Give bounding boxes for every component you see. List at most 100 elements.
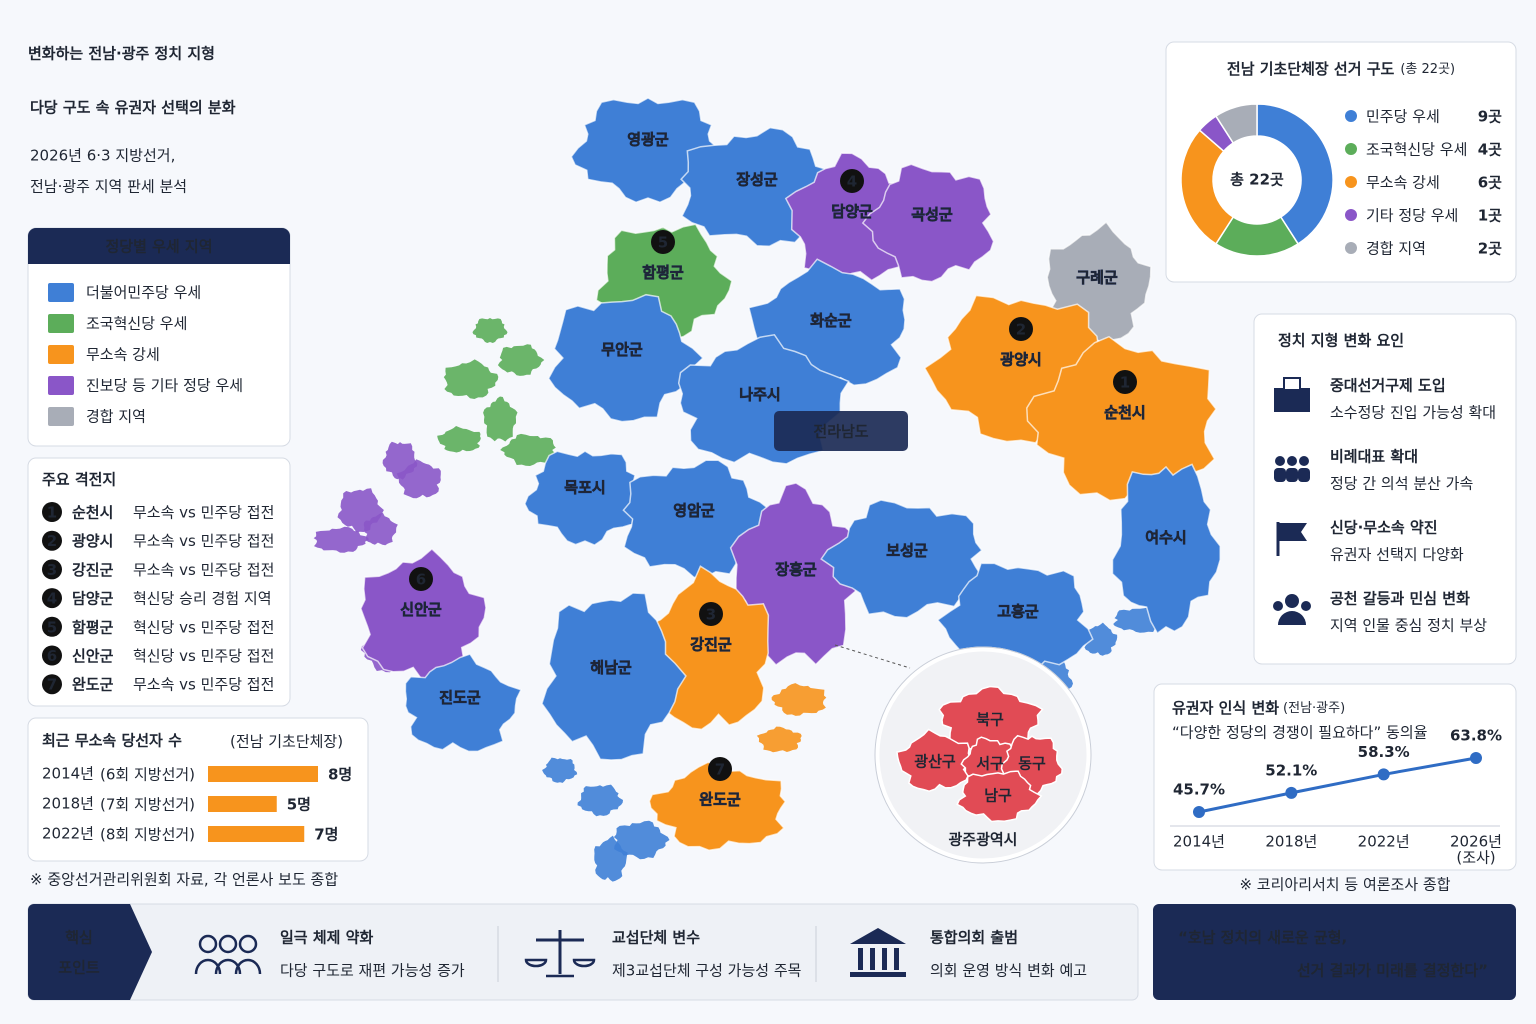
icon-shape [194, 958, 222, 975]
bar-chart-panel [27, 717, 369, 862]
factor-icon [1276, 522, 1307, 556]
icon-shape [1274, 468, 1286, 482]
region-number: 1 [1120, 374, 1130, 392]
footer-point-desc: 제3교섭단체 구성 가능성 주목 [612, 962, 801, 980]
quote-line: “호남 정치의 새로운 균형, [1178, 929, 1347, 947]
donut-slice [1256, 103, 1334, 245]
battleground-number: 3 [47, 561, 57, 579]
battleground-desc: 무소속 vs 민주당 접전 [133, 676, 274, 694]
icon-shape [1273, 601, 1283, 611]
battleground-desc: 혁신당 vs 민주당 접전 [133, 647, 274, 665]
legend-label: 조국혁신당 우세 [86, 315, 187, 333]
legend-swatch [48, 345, 74, 364]
region-label: 곡성군 [911, 206, 953, 224]
battleground-name: 광양시 [72, 532, 113, 550]
province-label-box [774, 411, 908, 451]
footer-icon [850, 928, 906, 977]
footer-point-title: 일극 체제 약화 [280, 929, 373, 947]
line-chart-heading: 유권자 인식 변화 (전남·광주) [1172, 699, 1345, 717]
battleground-desc: 무소속 vs 민주당 접전 [133, 561, 274, 579]
icon-shape [234, 958, 262, 975]
bar-category-note: (7회 지방선거) [100, 796, 195, 814]
island [396, 459, 441, 499]
donut-value-label: 4곳 [1478, 141, 1502, 159]
donut-legend-label: 조국혁신당 우세 [1366, 141, 1467, 159]
line-point [1193, 806, 1205, 818]
line-chart-subtitle: (전남·광주) [1283, 701, 1345, 716]
donut-legend-label: 무소속 강세 [1366, 174, 1440, 192]
map-region [861, 163, 995, 283]
donut-legend-dot [1345, 209, 1357, 221]
footer-icon [524, 930, 596, 978]
icon-shape [1286, 468, 1298, 482]
icon-shape [1279, 523, 1307, 541]
battleground-badge [42, 530, 62, 551]
footer-label: 포인트 [58, 959, 100, 977]
region-label: 장성군 [736, 171, 778, 189]
battleground-panel [27, 457, 291, 707]
region-number: 7 [715, 761, 725, 779]
line-category: 2022년 [1358, 833, 1410, 851]
line-point [1470, 752, 1482, 764]
line-category-note: (조사) [1456, 849, 1495, 867]
bar-value-label: 8명 [328, 766, 352, 784]
icon-shape [894, 948, 899, 970]
donut-chart-subtitle: (총 22곳) [1400, 62, 1455, 77]
bar-category: 2018년 [42, 795, 94, 813]
bar-value-label: 5명 [287, 796, 311, 814]
island [443, 359, 499, 399]
region-label: 함평군 [642, 264, 684, 282]
region-number: 5 [658, 234, 668, 252]
icon-shape [1299, 456, 1309, 466]
factor-title: 공천 갈등과 민심 변화 [1330, 590, 1470, 608]
factor-desc: 정당 간 의석 분산 가속 [1330, 475, 1473, 493]
map-region [523, 450, 646, 546]
factor-icon [1274, 456, 1310, 482]
icon-shape [850, 972, 906, 977]
icon-shape [218, 934, 238, 954]
province-label: 전라남도 [813, 423, 868, 441]
map-region [404, 653, 523, 753]
island [437, 426, 481, 453]
island [577, 784, 623, 817]
island [542, 757, 578, 783]
island [613, 820, 670, 860]
battleground-name: 강진군 [72, 561, 114, 579]
region-number: 6 [416, 571, 426, 589]
region-label: 구례군 [1076, 269, 1118, 287]
icon-shape [1278, 611, 1306, 625]
battleground-title: 주요 격전지 [42, 471, 116, 489]
icon-shape [1283, 377, 1301, 391]
line-category: 2014년 [1173, 833, 1225, 851]
donut-value-label: 6곳 [1478, 174, 1502, 192]
region-number: 4 [847, 173, 857, 191]
quote-line: 선거 결과가 미래를 결정한다” [1297, 962, 1488, 980]
region-number-badge [651, 230, 675, 254]
legend-swatch [48, 407, 74, 426]
region-number-badge [699, 602, 723, 626]
bar [208, 796, 277, 812]
title: 변화하는 전남·광주 정치 지형 [28, 45, 215, 63]
footer-point-title: 교섭단체 변수 [612, 929, 700, 947]
battleground-desc: 무소속 vs 민주당 접전 [133, 504, 274, 522]
legend-label: 무소속 강세 [86, 346, 160, 364]
bar-category-note: (6회 지방선거) [100, 766, 195, 784]
icon-shape [870, 948, 875, 970]
inset-title: 광주광역시 [948, 831, 1017, 849]
factor-desc: 유권자 선택지 다양화 [1330, 546, 1464, 564]
donut-chart-panel [1165, 41, 1517, 283]
region-label: 강진군 [690, 636, 732, 654]
line-category: 2026년 [1450, 833, 1502, 851]
battleground-badge [42, 616, 62, 637]
inset-connector [834, 644, 911, 669]
battleground-badge [42, 559, 62, 580]
island [313, 526, 369, 553]
donut-legend-dot [1345, 143, 1357, 155]
region-label: 화순군 [810, 312, 852, 330]
inset-district [896, 728, 971, 792]
map-region [820, 499, 983, 619]
bar-category: 2014년 [42, 765, 94, 783]
region-label: 장흥군 [775, 561, 817, 579]
